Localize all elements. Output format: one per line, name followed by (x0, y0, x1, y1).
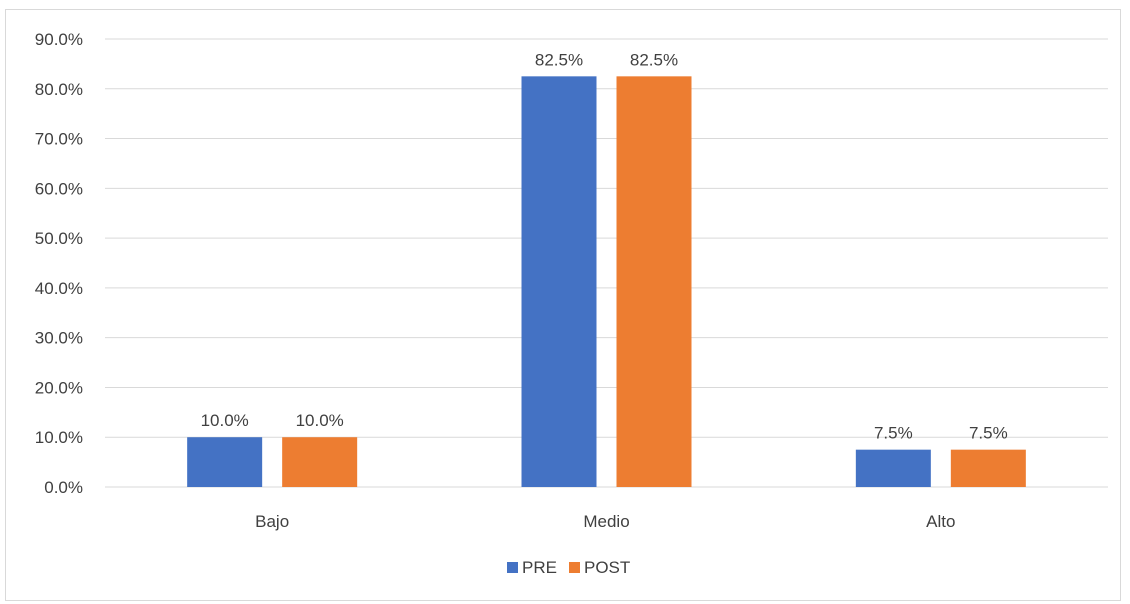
gridlines (105, 38, 1108, 488)
legend-label-pre: PRE (522, 558, 557, 577)
y-tick-label: 50.0% (35, 229, 83, 248)
legend-label-post: POST (584, 558, 630, 577)
bar-pre-bajo (187, 437, 263, 487)
data-labels: 10.0% 10.0% 82.5% 82.5% 7.5% 7.5% (201, 50, 1008, 442)
data-label: 7.5% (874, 424, 913, 443)
y-tick-label: 60.0% (35, 179, 83, 198)
y-tick-label: 30.0% (35, 329, 83, 348)
data-label: 10.0% (201, 411, 249, 430)
y-tick-label: 40.0% (35, 279, 83, 298)
y-tick-label: 80.0% (35, 80, 83, 99)
y-tick-label: 10.0% (35, 428, 83, 447)
y-axis-tick-labels: 0.0% 10.0% 20.0% 30.0% 40.0% 50.0% 60.0% 70.0% 8… (35, 30, 83, 497)
data-label: 82.5% (630, 50, 678, 69)
legend: PRE POST (507, 558, 630, 577)
bar-post-medio (616, 76, 692, 487)
y-tick-label: 0.0% (44, 478, 83, 497)
x-tick-label: Medio (583, 512, 629, 531)
y-tick-label: 20.0% (35, 378, 83, 397)
bars (187, 76, 1026, 487)
bar-post-bajo (282, 437, 358, 487)
y-tick-label: 90.0% (35, 30, 83, 49)
y-tick-label: 70.0% (35, 130, 83, 149)
data-label: 7.5% (969, 424, 1008, 443)
x-axis-tick-labels: Bajo Medio Alto (255, 512, 955, 531)
bar-post-alto (950, 449, 1026, 487)
legend-swatch-pre (507, 562, 518, 573)
legend-swatch-post (569, 562, 580, 573)
bar-pre-medio (521, 76, 597, 487)
data-label: 82.5% (535, 50, 583, 69)
bar-pre-alto (855, 449, 931, 487)
x-tick-label: Bajo (255, 512, 289, 531)
data-label: 10.0% (296, 411, 344, 430)
x-tick-label: Alto (926, 512, 955, 531)
